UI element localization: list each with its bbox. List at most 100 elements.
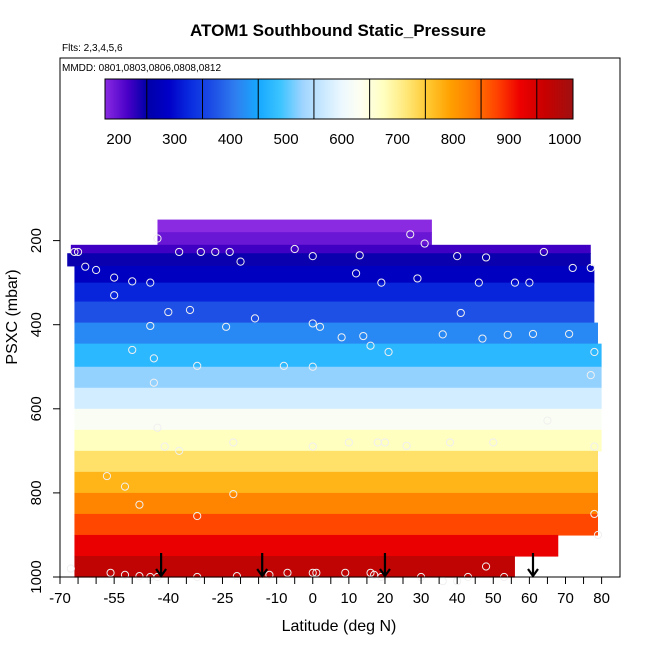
x-tick-label: 30 (413, 590, 430, 607)
observation-point (225, 247, 234, 257)
observation-point (453, 252, 462, 261)
colorbar: 200 300 400 500 600 700 800 900 1000 (104, 78, 581, 148)
observation-point (308, 252, 317, 261)
observation-point (196, 247, 205, 257)
x-tick-label: 0 (309, 590, 317, 607)
x-tick-label: -25 (212, 590, 234, 607)
observation-point (402, 441, 411, 450)
profile-arrow (155, 553, 167, 578)
y-tick-label: 1000 (28, 560, 45, 593)
observation-point (283, 568, 292, 577)
observation-point (102, 471, 112, 481)
observation-point (185, 305, 195, 315)
observation-point (474, 278, 483, 287)
observation-point (593, 530, 603, 540)
observation-point (265, 570, 274, 579)
dates-label: MMDD: 0801,0803,0806,0808,0812 (62, 63, 221, 74)
observation-point (236, 257, 245, 266)
observation-point (481, 253, 491, 262)
x-tick-label: 40 (449, 590, 466, 607)
colorbar-tick-label: 300 (162, 131, 187, 148)
observation-point (359, 331, 368, 341)
heatmap-band (157, 232, 432, 246)
observation-point (120, 570, 130, 579)
observation-point (528, 329, 538, 339)
observation-point (438, 577, 447, 586)
observation-point (366, 341, 375, 350)
observation-point (146, 321, 155, 331)
observation-point (315, 322, 325, 331)
heatmap-band (74, 301, 595, 324)
y-tick-label: 800 (28, 480, 45, 505)
observation-point (128, 277, 137, 286)
observation-point (221, 322, 231, 331)
observation-point (146, 278, 155, 287)
observation-point (92, 265, 101, 275)
observation-point (308, 568, 317, 577)
observation-point (250, 314, 260, 323)
x-tick-label: -10 (266, 590, 288, 607)
observation-point (308, 362, 317, 371)
heatmap-bands (67, 219, 602, 578)
heatmap-band (74, 513, 598, 536)
observation-point (539, 247, 548, 257)
observation-point (160, 442, 169, 451)
observation-point (110, 273, 119, 282)
heatmap-band (74, 282, 595, 303)
y-tick-label: 200 (28, 228, 45, 253)
observation-point (568, 263, 577, 273)
observation-point (106, 568, 115, 577)
heatmap-band (74, 343, 602, 368)
y-tick-label: 600 (28, 396, 45, 421)
observation-point (135, 500, 144, 509)
chart-title: ATOM1 Southbound Static_Pressure (190, 21, 486, 40)
observation-point (135, 572, 144, 581)
observation-point (380, 438, 390, 447)
observation-point (290, 244, 299, 254)
observation-point (489, 438, 498, 447)
colorbar-gradient (104, 78, 574, 120)
heatmap-band (74, 471, 598, 494)
heatmap-band (74, 408, 602, 431)
observation-point (149, 378, 158, 387)
observation-point (445, 438, 455, 447)
x-tick-label: -70 (49, 590, 71, 607)
observation-point (586, 263, 595, 273)
observation-point (279, 361, 288, 371)
profile-arrows (155, 553, 539, 578)
y-tick-label: 400 (28, 312, 45, 337)
heatmap-band (70, 244, 591, 254)
observation-point (149, 354, 158, 363)
heatmap-band (74, 492, 598, 515)
observation-point (232, 572, 242, 581)
x-tick-label: -55 (103, 590, 125, 607)
profile-arrow (527, 553, 539, 578)
x-tick-label: 50 (485, 590, 502, 607)
observation-point (590, 442, 599, 451)
observation-point (193, 511, 202, 521)
observation-point (481, 562, 491, 571)
observation-point (193, 361, 202, 371)
colorbar-separators (146, 79, 538, 119)
heatmap-band (74, 322, 598, 345)
observation-point (370, 570, 379, 579)
observation-point (510, 278, 520, 287)
observation-point (73, 247, 83, 257)
profile-arrow (256, 553, 269, 578)
observation-point (229, 438, 238, 447)
x-tick-label: 60 (521, 590, 538, 607)
x-tick-label: -40 (157, 590, 179, 607)
observation-point (355, 251, 364, 260)
observation-point (120, 482, 130, 491)
observation-point (175, 247, 184, 257)
observation-point (420, 239, 429, 248)
observation-point (438, 330, 447, 339)
heatmap-band (157, 219, 432, 233)
observation-point (586, 371, 595, 380)
y-axis: 200 400 600 800 1000 (28, 228, 60, 594)
observation-point (153, 423, 162, 432)
colorbar-tick-labels: 200 300 400 500 600 700 800 900 1000 (106, 131, 581, 148)
heatmap-band (74, 555, 515, 578)
x-axis: -70 -55 -40 -25 -10 0 10 20 30 40 50 60 70 80 (49, 577, 610, 607)
observation-point (128, 345, 137, 355)
